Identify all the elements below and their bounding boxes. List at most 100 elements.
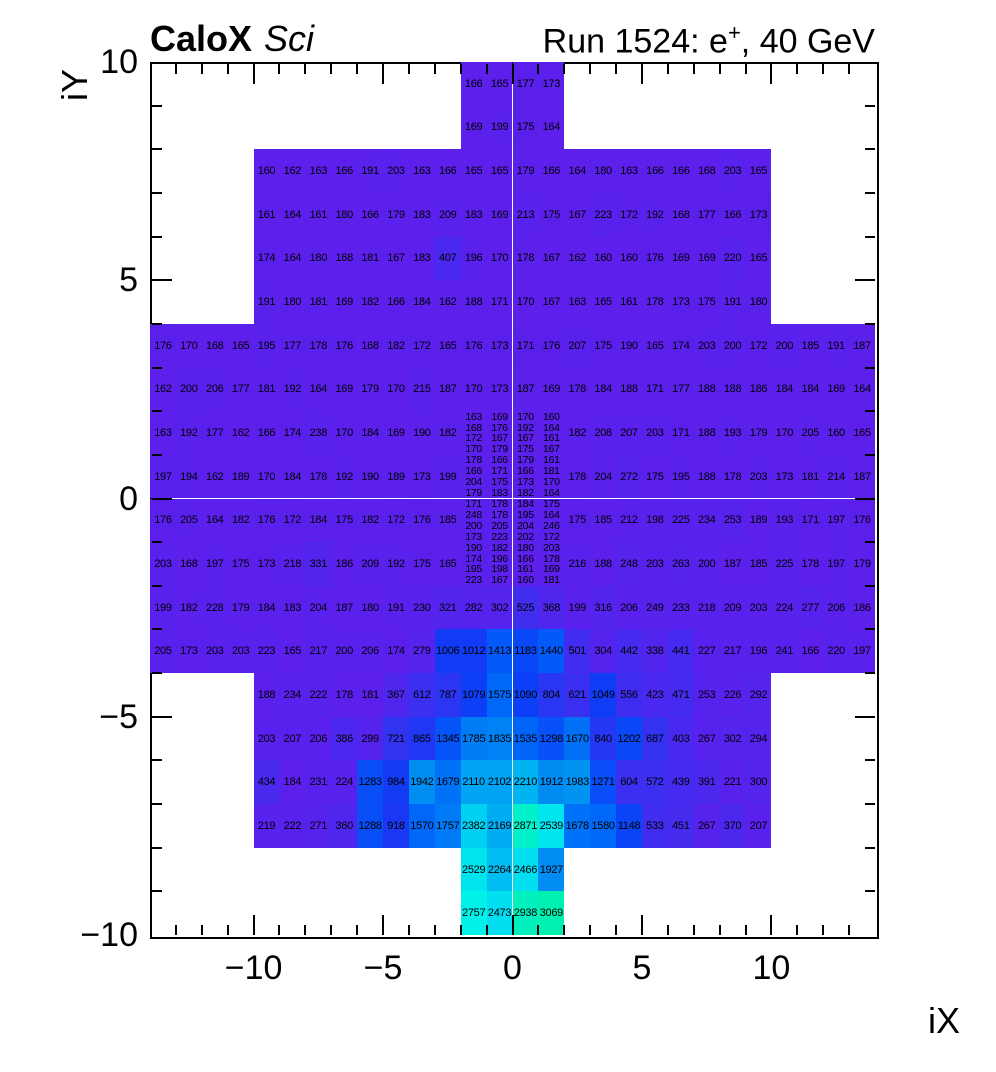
y-tick-label: −10 [80,916,138,954]
y-minor-tick [865,803,875,806]
heatmap-cell: 182 [564,411,591,455]
x-minor-tick [537,925,540,935]
heatmap-cell: 188 [719,367,746,412]
heatmap-fine-cell: 167 [538,443,565,455]
chart-title-right: Run 1524: e+, 40 GeV [543,20,875,61]
heatmap-cell: 169 [693,236,720,281]
heatmap-cell: 206 [823,585,850,630]
heatmap-cell: 180 [279,280,306,324]
y-minor-tick [865,890,875,893]
heatmap-cell: 196 [745,629,772,674]
chart-title-left: CaloX Sci [150,18,314,60]
heatmap-cell: 164 [279,192,306,237]
heatmap-cell: 203 [150,542,176,586]
heatmap-cell: 238 [305,411,332,455]
heatmap-cell: 165 [434,323,461,368]
heatmap-cell: 179 [849,542,875,586]
heatmap-cell: 184 [357,411,384,455]
heatmap-cell: 180 [590,149,617,193]
heatmap-cell: 984 [383,760,409,805]
heatmap-fine-cell: 171 [486,465,513,477]
heatmap-cell: 160 [823,411,850,455]
heatmap-cell: 556 [616,673,642,717]
heatmap-cell: 173 [771,454,798,499]
heatmap-fine-cell: 161 [512,563,539,575]
heatmap-cell: 223 [590,192,617,237]
heatmap-cell: 166 [460,62,487,106]
heatmap-cell: 228 [201,585,228,630]
heatmap-fine-cell: 175 [486,476,513,488]
heatmap-cell: 191 [357,149,384,193]
heatmap-cell: 163 [150,411,176,455]
heatmap-cell: 300 [745,760,772,805]
heatmap-cell: 168 [331,236,358,281]
heatmap-cell: 1535 [512,716,539,761]
heatmap-cell: 219 [253,804,280,848]
heatmap-cell: 471 [667,673,694,717]
heatmap-cell: 177 [667,367,694,412]
heatmap-cell: 188 [460,280,487,324]
heatmap-cell: 181 [797,454,824,499]
y-minor-tick [152,235,162,238]
heatmap-cell: 192 [279,367,306,412]
heatmap-cell: 200 [771,323,798,368]
heatmap-cell: 304 [590,629,617,674]
heatmap-cell: 316 [590,585,617,630]
heatmap-cell: 199 [150,585,176,630]
heatmap-fine-cell: 168 [460,422,487,434]
heatmap-cell: 162 [150,367,176,412]
heatmap-cell: 302 [486,585,513,630]
heatmap-cell: 184 [771,367,798,412]
heatmap-cell: 176 [253,498,280,543]
heatmap-cell: 1090 [512,673,539,717]
heatmap-cell: 1012 [460,629,487,674]
x-tick-label: 0 [503,949,522,987]
heatmap-cell: 184 [279,454,306,499]
heatmap-cell: 302 [719,716,746,761]
heatmap-cell: 167 [564,192,591,237]
heatmap-cell: 272 [616,454,642,499]
charge-superscript: + [727,20,741,45]
heatmap-cell: 198 [641,498,668,543]
heatmap-cell: 434 [253,760,280,805]
heatmap-cell: 165 [849,411,875,455]
heatmap-cell: 214 [823,454,850,499]
x-minor-tick [330,925,333,935]
heatmap-cell: 164 [201,498,228,543]
heatmap-cell: 200 [175,367,202,412]
heatmap-fine-cell: 166 [460,465,487,477]
heatmap-cell: 2757 [460,891,487,935]
y-minor-tick [865,584,875,587]
x-minor-tick [356,925,359,935]
y-tick-label: −5 [99,697,138,736]
heatmap-fine-cell: 178 [486,498,513,510]
heatmap-cell: 165 [590,280,617,324]
heatmap-cell: 176 [408,498,435,543]
heatmap-cell: 197 [201,542,228,586]
y-minor-tick [865,366,875,369]
x-minor-tick [615,64,618,74]
heatmap-cell: 203 [253,716,280,761]
heatmap-fine-cell: 164 [538,509,565,521]
heatmap-cell: 175 [641,454,668,499]
heatmap-fine-cell: 161 [538,454,565,466]
heatmap-cell: 199 [564,585,591,630]
y-minor-tick [152,890,162,893]
heatmap-cell: 181 [253,367,280,412]
heatmap-cell: 299 [357,716,384,761]
heatmap-cell: 168 [201,323,228,368]
heatmap-cell: 279 [408,629,435,674]
heatmap-cell: 177 [512,62,539,106]
heatmap-cell: 179 [227,585,254,630]
heatmap-cell: 172 [279,498,306,543]
heatmap-cell: 2264 [486,847,513,892]
y-minor-tick [865,846,875,849]
heatmap-cell: 282 [460,585,487,630]
heatmap-cell: 203 [745,585,772,630]
x-major-tick [770,915,773,935]
y-major-tick [152,715,172,718]
heatmap-cell: 176 [150,498,176,543]
heatmap-cell: 2102 [486,760,513,805]
heatmap-cell: 178 [564,454,591,499]
heatmap-cell: 220 [719,236,746,281]
